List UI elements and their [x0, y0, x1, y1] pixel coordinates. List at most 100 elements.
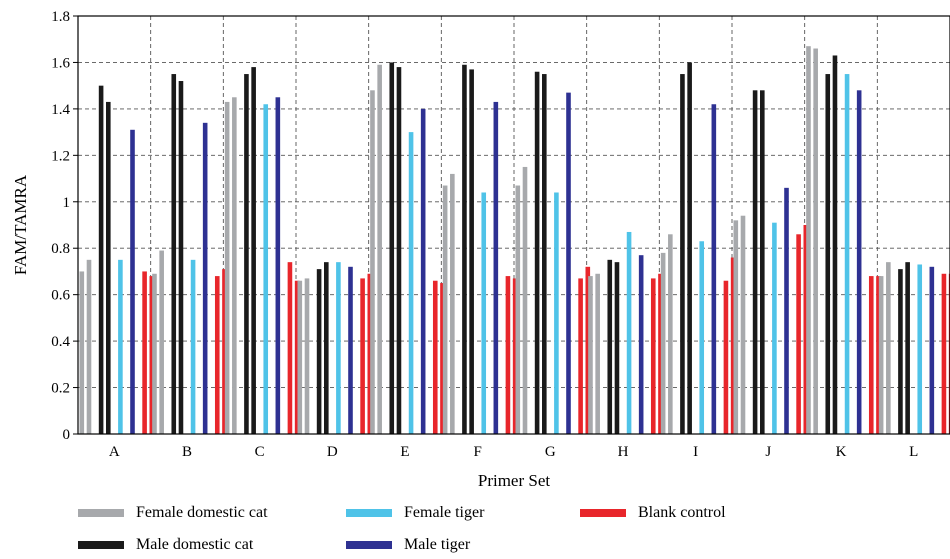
legend-label: Male tiger	[404, 536, 471, 553]
bar	[595, 273, 600, 434]
bar	[222, 269, 227, 434]
bar	[723, 280, 729, 434]
bar	[856, 90, 862, 435]
bar	[784, 187, 789, 434]
bar	[752, 90, 758, 435]
bar	[585, 266, 591, 434]
bars	[79, 46, 950, 435]
bar	[868, 276, 874, 434]
bar	[287, 262, 293, 434]
x-tick-label: B	[182, 444, 192, 460]
bar	[432, 280, 438, 434]
legend-item-male-domestic-cat: Male domestic cat	[78, 534, 253, 556]
bar	[886, 262, 891, 434]
legend-label: Female domestic cat	[136, 504, 268, 521]
y-tick-label: 0.2	[51, 381, 70, 397]
bar	[878, 276, 884, 434]
legend-item-female-tiger: Female tiger	[346, 502, 484, 524]
y-tick-label: 0.8	[51, 241, 70, 257]
bar	[730, 257, 736, 434]
legend-swatch	[78, 541, 124, 549]
bar	[699, 241, 705, 434]
legend-item-male-tiger: Male tiger	[346, 534, 470, 556]
bar	[251, 67, 256, 434]
legend-item-female-domestic-cat: Female domestic cat	[78, 502, 268, 524]
bar	[130, 129, 135, 435]
plot-frame	[77, 15, 950, 435]
bar	[316, 269, 322, 434]
bar	[760, 90, 765, 435]
bar	[367, 273, 373, 434]
bar	[806, 46, 811, 434]
legend-swatch	[78, 509, 124, 517]
y-tick-label: 1.8	[51, 9, 70, 25]
y-tick-label: 1.2	[51, 148, 70, 164]
bar	[626, 231, 632, 434]
bar	[660, 252, 666, 434]
bar	[740, 215, 746, 434]
legend-swatch	[580, 509, 626, 517]
bar	[118, 259, 123, 434]
x-tick-label: E	[400, 444, 409, 460]
bar	[905, 262, 910, 434]
legend: Female domestic cat Female tiger Blank c…	[78, 500, 898, 558]
bar	[614, 262, 620, 434]
bar	[142, 271, 147, 434]
bar	[98, 85, 104, 435]
bar	[294, 280, 300, 434]
bar	[202, 122, 208, 435]
bar	[469, 69, 474, 435]
legend-label: Male domestic cat	[136, 536, 254, 553]
bar	[796, 234, 801, 434]
bar	[462, 64, 467, 435]
y-axis-title: FAM/TAMRA	[11, 174, 30, 275]
bar	[214, 276, 220, 434]
bar	[106, 101, 111, 434]
bar	[929, 266, 935, 434]
bar	[493, 101, 499, 434]
x-tick-label: K	[836, 444, 847, 460]
bar	[377, 64, 382, 435]
bar	[304, 278, 310, 434]
bar	[844, 74, 850, 435]
bar	[159, 250, 164, 434]
bar	[898, 269, 903, 434]
bar	[638, 255, 644, 434]
bar	[825, 74, 831, 435]
bar	[408, 132, 414, 434]
bar	[566, 92, 571, 434]
bar	[505, 276, 511, 434]
bar	[481, 192, 487, 434]
bar	[297, 280, 303, 434]
bar	[396, 67, 402, 434]
legend-label: Blank control	[638, 504, 726, 521]
y-tick-label: 1.4	[51, 102, 70, 118]
bar	[152, 273, 157, 434]
y-tick-label: 0	[63, 427, 71, 443]
x-tick-label: J	[765, 444, 771, 460]
bar	[542, 74, 547, 435]
x-tick-label: C	[255, 444, 265, 460]
bar	[171, 74, 177, 435]
bar	[224, 101, 230, 434]
bar	[534, 71, 540, 434]
bar	[79, 271, 85, 434]
bar	[554, 192, 559, 434]
bar	[515, 185, 521, 434]
bar	[324, 262, 329, 434]
bar	[578, 278, 583, 434]
x-tick-label: I	[693, 444, 698, 460]
bar	[711, 104, 717, 434]
y-tick-label: 0.4	[51, 334, 70, 350]
x-tick-label: D	[327, 444, 338, 460]
bar	[658, 273, 663, 434]
bar	[178, 81, 184, 435]
y-tick-label: 0.6	[51, 288, 70, 304]
bar	[876, 276, 881, 434]
bar	[588, 276, 593, 434]
y-tick-label: 1	[63, 195, 71, 211]
bar	[522, 166, 528, 434]
x-tick-label: L	[909, 444, 918, 460]
x-tick-labels: A B C D E F G H I J K L	[109, 444, 918, 460]
bar	[442, 185, 448, 434]
